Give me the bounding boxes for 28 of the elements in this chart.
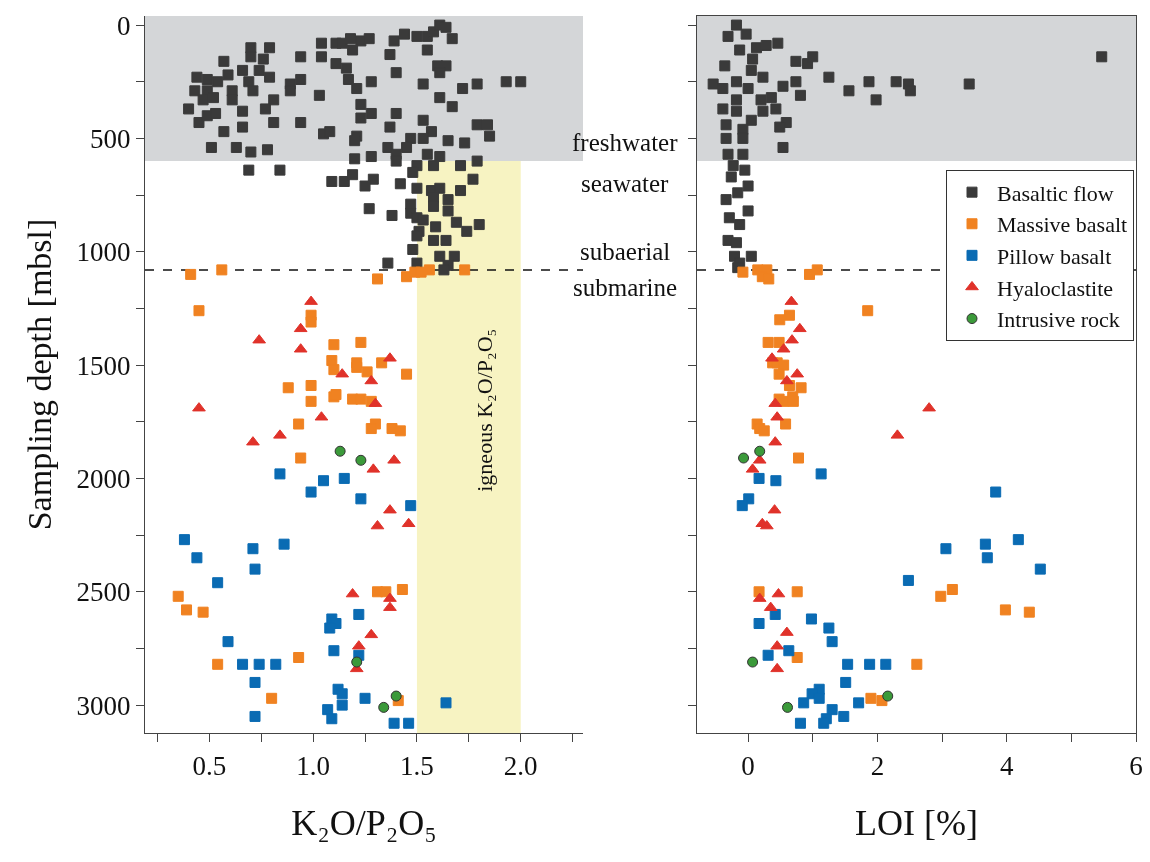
x-tick-label: 2 — [870, 750, 885, 781]
x-tick-label: 6 — [1129, 750, 1143, 781]
band-label: igneous K₂O/P₂O₅ — [472, 328, 498, 492]
y-tick-label: 1000 — [76, 237, 131, 268]
legend-label: Intrusive rock — [997, 307, 1120, 333]
annotation: subaerial — [580, 238, 671, 265]
y-tick-label: 1500 — [76, 350, 131, 381]
x-tick-label: 1.5 — [400, 750, 434, 781]
y-axis-title: Sampling depth [mbsl] — [21, 218, 59, 531]
annotation: seawater — [581, 170, 670, 197]
y-tick-label: 3000 — [76, 690, 131, 721]
y-tick-label: 500 — [90, 123, 131, 154]
legend-label: Basaltic flow — [997, 180, 1114, 206]
legend-label: Hyaloclastite — [997, 275, 1114, 301]
y-tick-label: 0 — [117, 10, 131, 41]
legend-label: Pillow basalt — [997, 243, 1112, 269]
legend-label: Massive basalt — [997, 212, 1128, 238]
x-tick-label: 0 — [741, 750, 755, 781]
x-tick-label: 2.0 — [503, 750, 538, 781]
x-tick-label: 4 — [999, 750, 1014, 781]
y-tick-label: 2000 — [76, 463, 131, 494]
annotation: submarine — [573, 274, 678, 301]
y-tick-label: 2500 — [76, 577, 131, 608]
x-tick-label: 0.5 — [192, 750, 227, 781]
annotation: freshwater — [572, 129, 679, 156]
x-axis-title: K₂O/P₂O₅ — [291, 803, 437, 844]
x-tick-label: 1.0 — [296, 750, 331, 781]
x-axis-title: LOI [%] — [855, 803, 978, 844]
